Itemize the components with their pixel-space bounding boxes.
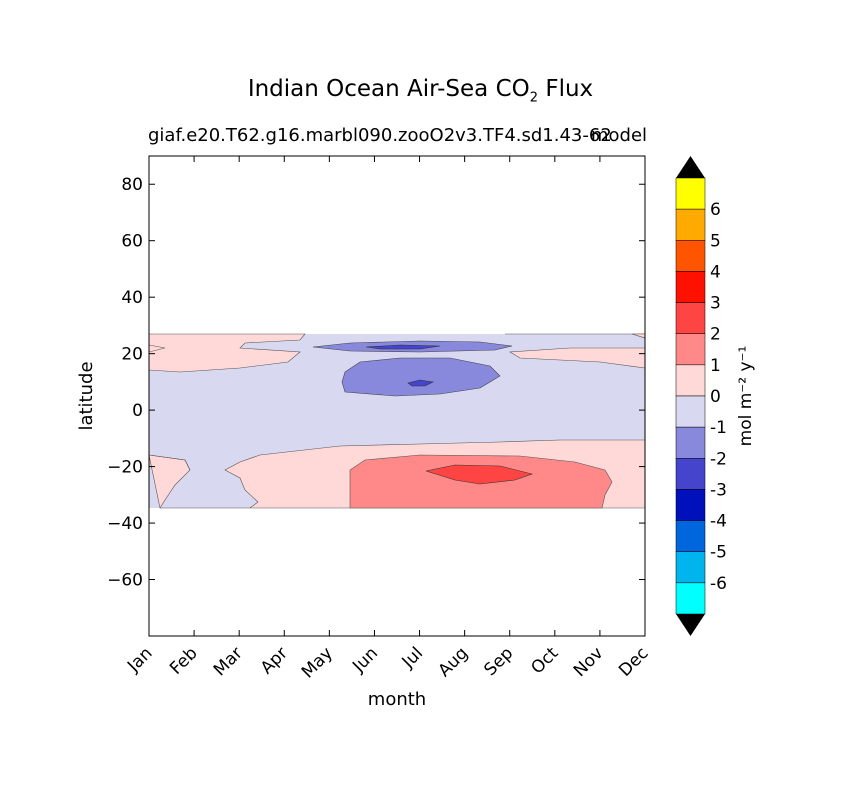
- colorbar-segment: [675, 302, 706, 334]
- contour-region-2-3-south: [425, 464, 534, 485]
- x-axis-label: month: [368, 689, 426, 710]
- colorbar-tick-label: 0: [710, 387, 721, 407]
- colorbar-tick-label: 6: [710, 200, 721, 220]
- colorbar-extend-min: [676, 614, 705, 636]
- colorbar-tick-label: 1: [710, 356, 721, 376]
- y-tick-label: −20: [107, 458, 143, 478]
- x-tick-label: Nov: [570, 643, 608, 681]
- x-tick-label: Oct: [527, 643, 562, 678]
- y-tick-label: −60: [107, 571, 143, 591]
- colorbar-tick-label: 5: [710, 231, 721, 251]
- colorbar-tick-label: -5: [710, 543, 727, 563]
- y-tick-label: 40: [121, 288, 143, 308]
- x-tick-label: May: [298, 643, 337, 682]
- colorbar-tick-label: -1: [710, 418, 727, 438]
- colorbar-segment: [675, 333, 706, 366]
- colorbar-extend-max: [676, 156, 705, 178]
- colorbar-tick-label: 2: [710, 325, 721, 345]
- colorbar-tick-label: -3: [710, 480, 727, 500]
- y-tick-label: 80: [121, 175, 143, 195]
- contour-fills: [149, 333, 645, 509]
- colorbar-segment: [675, 489, 706, 521]
- chart-subtitle-case: giaf.e20.T62.g16.marbl090.zooO2v3.TF4.sd…: [148, 125, 612, 146]
- y-axis-label: latitude: [76, 361, 97, 430]
- y-tick-label: 0: [132, 401, 143, 421]
- colorbar-tick-label: -4: [710, 512, 727, 532]
- contour-region-0-1-north-west: [149, 333, 306, 373]
- colorbar: 6 5 4 3 2 1 0 -1 -2 -3 -4 -5 -6: [675, 156, 727, 636]
- plot-frame: [148, 155, 646, 637]
- colorbar-label: mol m⁻² y⁻¹: [736, 346, 756, 447]
- x-tick-label: Aug: [435, 643, 473, 681]
- contour-region-0-1-north-east: [505, 333, 645, 369]
- y-tick-label: −40: [107, 514, 143, 534]
- x-tick-label: Jan: [123, 643, 156, 676]
- x-tick-label: Jul: [398, 643, 427, 672]
- colorbar-tick-label: 3: [710, 294, 721, 314]
- x-tick-label: Jun: [348, 643, 382, 677]
- colorbar-segment: [675, 551, 706, 584]
- colorbar-segment: [675, 426, 706, 459]
- y-tick-label: 60: [121, 232, 143, 252]
- colorbar-segment: [675, 520, 706, 552]
- colorbar-segment: [675, 208, 706, 241]
- x-tick-label: Sep: [480, 643, 517, 680]
- contour-region-0-1-north-corner: [631, 333, 645, 339]
- contour-region-neg3-neg2-eq: [407, 379, 434, 387]
- colorbar-segment: [675, 240, 706, 272]
- chart-title: Indian Ocean Air-Sea CO2 Flux: [247, 76, 594, 106]
- colorbar-segment: [675, 582, 706, 615]
- colorbar-tick-label: -2: [710, 449, 727, 469]
- colorbar-segment: [675, 177, 706, 210]
- colorbar-segment: [675, 364, 706, 397]
- x-tick-label: Feb: [166, 643, 201, 678]
- y-axis: 80 60 40 20 0 −20 −40 −60: [107, 175, 645, 591]
- colorbar-segment: [675, 458, 706, 490]
- chart-subtitle-model: model: [591, 125, 648, 146]
- y-tick-label: 20: [121, 345, 143, 365]
- contour-line-south-boundary: [149, 454, 191, 471]
- colorbar-tick-label: 4: [710, 262, 721, 282]
- colorbar-segment: [675, 395, 706, 428]
- contour-region-neg3-neg2-north: [365, 344, 441, 350]
- contour-region-neg2-neg1-eq: [341, 357, 501, 397]
- x-tick-label: Apr: [257, 643, 292, 678]
- colorbar-segment: [675, 271, 706, 303]
- x-tick-label: Dec: [615, 643, 652, 680]
- contour-region-0-1-north-sliver: [149, 344, 166, 353]
- x-tick-label: Mar: [210, 643, 247, 680]
- colorbar-tick-label: -6: [710, 574, 727, 594]
